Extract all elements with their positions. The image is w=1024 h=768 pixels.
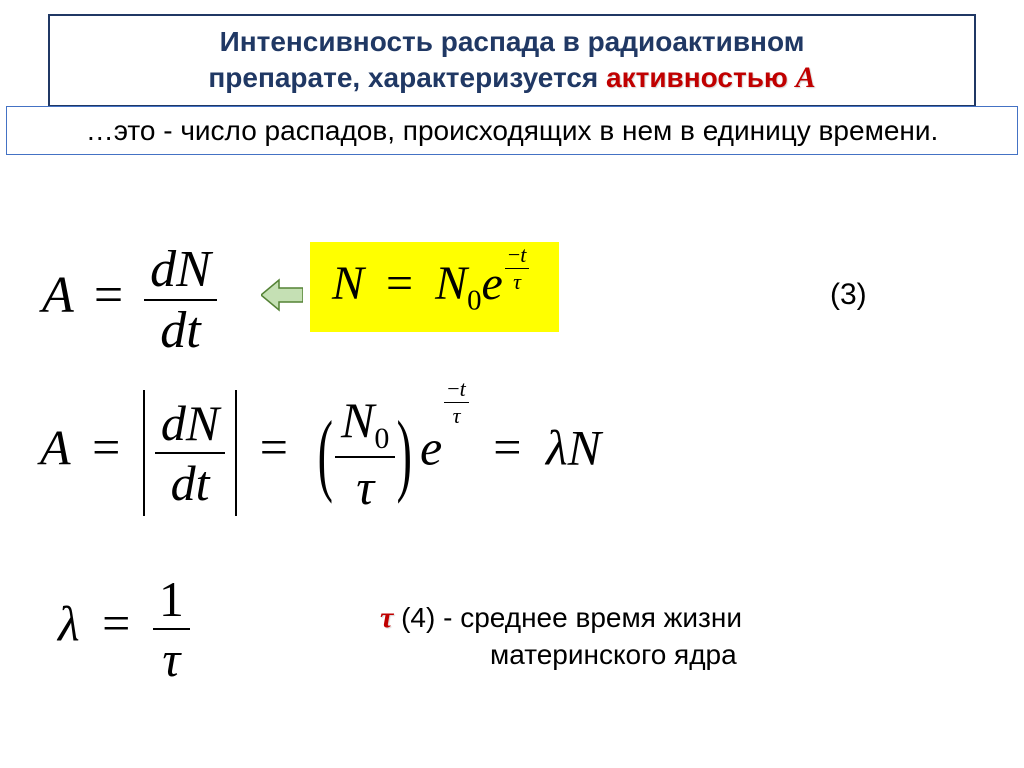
footnote: τ (4) - среднее время жизни материнского… (380, 598, 742, 673)
title-highlight-symbol: A (796, 61, 816, 94)
footnote-text2: материнского ядра (380, 639, 737, 670)
eq3-lambda: λ (58, 595, 80, 651)
eq3-num: 1 (153, 570, 190, 628)
equation-1: A = dN dt (42, 240, 217, 360)
eq2-abs-den: dt (155, 452, 225, 512)
title-highlight-word: активностью (606, 62, 796, 93)
footnote-ref: (4) - (393, 602, 460, 633)
definition-box: …это - число распадов, происходящих в не… (6, 106, 1018, 155)
title-line-2: препарате, характеризуется активностью A (70, 59, 954, 97)
footnote-text1: среднее время жизни (460, 602, 742, 633)
eq2-lhs: A (40, 419, 70, 475)
eq3-den: τ (153, 628, 190, 688)
left-arrow-icon (261, 278, 303, 312)
eq1-lhs: A (42, 267, 73, 324)
footnote-tau: τ (380, 601, 393, 634)
equation-2: A = dN dt = ( N0 τ )e−tτ = λN (40, 390, 601, 516)
decay-N: N (332, 257, 364, 310)
decay-e: e (482, 257, 503, 310)
definition-prefix: …это - (86, 115, 181, 146)
eq2-abs-num: dN (155, 394, 225, 452)
title-line-1: Интенсивность распада в радиоактивном (70, 24, 954, 59)
equation-3: λ = 1 τ (58, 570, 190, 688)
eq1-den: dt (144, 299, 217, 360)
equation-area: A = dN dt N = N0e−tτ (3) A = dN dt = ( N… (0, 200, 1024, 760)
eq1-num: dN (144, 240, 217, 299)
definition-body: число распадов, происходящих в нем в еди… (180, 115, 938, 146)
eq2-lambda-N: λN (546, 419, 601, 475)
decay-exp-num: t (520, 242, 526, 267)
decay-law-box: N = N0e−tτ (310, 242, 559, 332)
decay-N0: N (435, 257, 467, 310)
eq2-e: e (420, 419, 442, 475)
eq2-paren-den: τ (335, 456, 395, 516)
title-line-2a: препарате, характеризуется (208, 62, 606, 93)
equation-number-3: (3) (830, 278, 867, 312)
decay-exp-den: τ (505, 268, 530, 295)
title-box: Интенсивность распада в радиоактивном пр… (48, 14, 976, 107)
eq2-paren-num: N (341, 392, 374, 448)
